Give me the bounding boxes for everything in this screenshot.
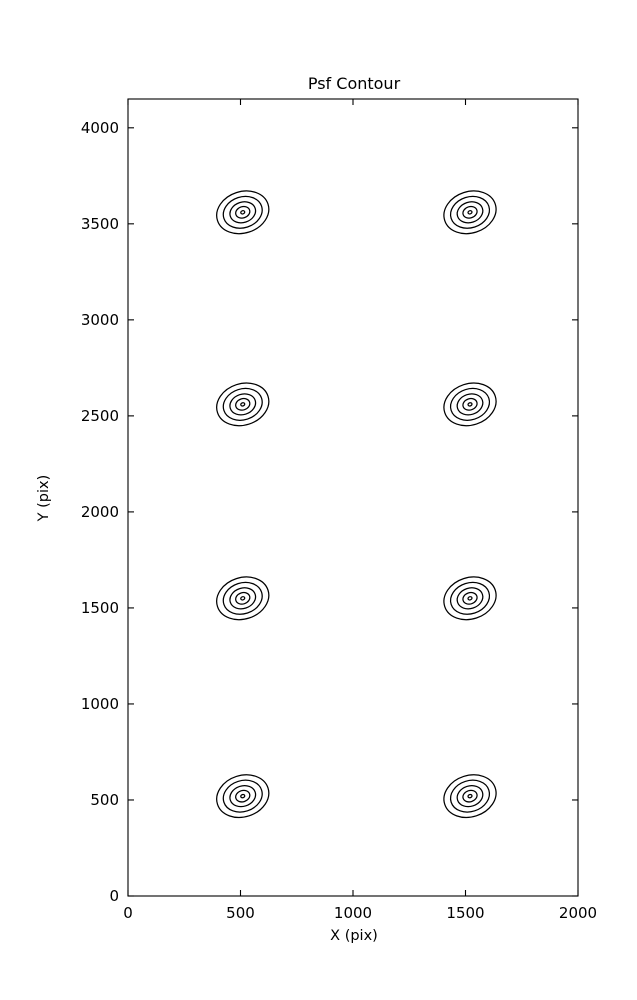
contour-level-0 — [216, 774, 270, 819]
contour-level-3 — [462, 397, 478, 411]
y-axis-label: Y (pix) — [36, 475, 52, 523]
contour-level-0 — [443, 382, 497, 427]
x-tick-label: 0 — [123, 904, 133, 922]
contour-level-0 — [443, 774, 497, 819]
x-axis-label: X (pix) — [330, 928, 378, 944]
x-tick-label: 2000 — [559, 904, 597, 922]
contour-level-2 — [229, 393, 257, 416]
contour-level-0 — [443, 576, 497, 621]
contour-level-1 — [222, 195, 263, 229]
y-tick-label: 500 — [90, 791, 119, 809]
contour-level-4 — [467, 596, 473, 601]
contour-level-0 — [216, 190, 270, 235]
contour-level-2 — [456, 785, 484, 808]
contour-level-4 — [240, 210, 246, 215]
contour-level-3 — [462, 789, 478, 803]
x-tick-label: 1000 — [334, 904, 372, 922]
contour-series-group — [216, 190, 497, 819]
contour-level-3 — [462, 591, 478, 605]
contour-level-4 — [240, 402, 246, 407]
contour-level-2 — [456, 201, 484, 224]
contour-level-0 — [216, 382, 270, 427]
y-tick-label: 2000 — [81, 503, 119, 521]
x-tick-label: 1500 — [446, 904, 484, 922]
contour-level-1 — [449, 195, 491, 229]
contour-level-0 — [443, 190, 497, 235]
psf-source-contour — [443, 190, 497, 235]
y-axis-ticks: 0 500 1000 1500 2000 2500 3000 3500 4000 — [81, 119, 578, 905]
contour-level-4 — [240, 793, 246, 799]
contour-level-4 — [467, 793, 473, 799]
chart-title: Psf Contour — [308, 74, 401, 93]
contour-level-3 — [235, 789, 251, 803]
y-tick-label: 3000 — [81, 311, 119, 329]
contour-level-2 — [229, 587, 257, 610]
contour-level-2 — [456, 587, 484, 610]
contour-level-1 — [222, 779, 263, 813]
y-tick-label: 0 — [109, 887, 119, 905]
contour-level-3 — [235, 591, 251, 605]
contour-level-1 — [222, 581, 263, 615]
y-tick-label: 3500 — [81, 215, 119, 233]
psf-source-contour — [443, 382, 497, 427]
psf-source-contour — [443, 774, 497, 819]
y-tick-label: 1000 — [81, 695, 119, 713]
contour-level-3 — [235, 397, 251, 411]
psf-source-contour — [216, 774, 270, 819]
contour-level-1 — [222, 387, 263, 421]
x-tick-label: 500 — [226, 904, 255, 922]
contour-level-4 — [467, 210, 473, 215]
y-tick-label: 4000 — [81, 119, 119, 137]
psf-source-contour — [216, 576, 270, 621]
contour-level-2 — [229, 785, 257, 808]
contour-level-1 — [449, 779, 491, 813]
y-tick-label: 1500 — [81, 599, 119, 617]
x-axis-ticks: 0 500 1000 1500 2000 — [123, 99, 597, 922]
contour-level-2 — [456, 393, 484, 416]
contour-level-4 — [467, 402, 473, 407]
contour-level-3 — [462, 205, 478, 219]
contour-level-1 — [449, 387, 491, 421]
psf-source-contour — [216, 382, 270, 427]
contour-level-1 — [449, 581, 491, 615]
contour-level-2 — [229, 201, 257, 224]
contour-level-4 — [240, 596, 246, 601]
psf-source-contour — [443, 576, 497, 621]
psf-source-contour — [216, 190, 270, 235]
y-tick-label: 2500 — [81, 407, 119, 425]
contour-level-0 — [216, 576, 270, 621]
contour-level-3 — [235, 205, 251, 219]
